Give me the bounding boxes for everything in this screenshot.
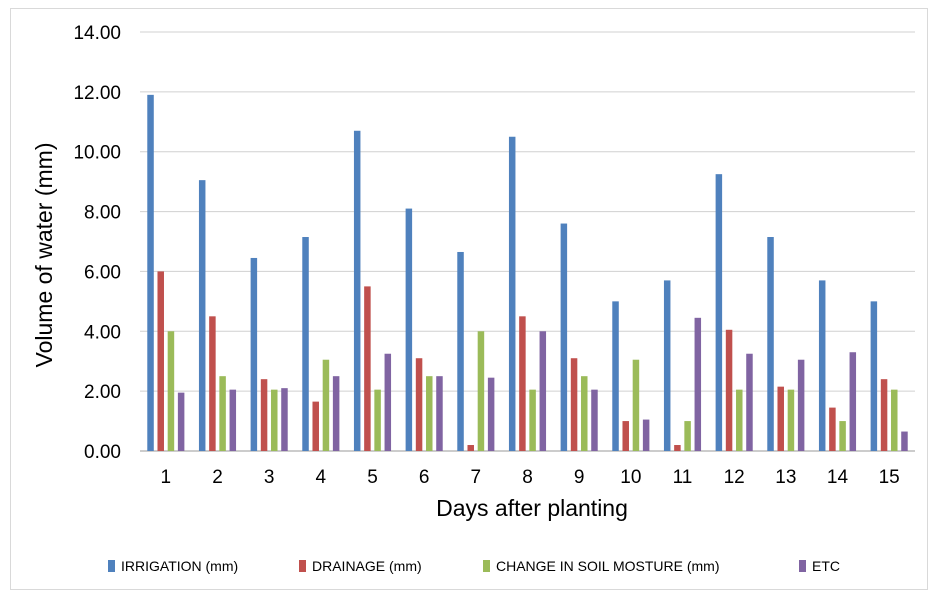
bar-1-6 <box>405 208 413 451</box>
bar-3-7 <box>477 331 485 451</box>
bar-3-15 <box>891 389 898 451</box>
legend-swatch <box>483 560 490 572</box>
bar-2-9 <box>570 358 578 451</box>
bar-4-8 <box>539 331 547 451</box>
bar-4-15 <box>901 431 908 451</box>
bar-4-6 <box>436 376 443 451</box>
bar-2-11 <box>674 445 681 451</box>
bar-3-3 <box>271 389 278 451</box>
bar-3-14 <box>839 421 846 451</box>
x-tick-label: 14 <box>827 467 849 488</box>
bar-4-1 <box>177 392 185 451</box>
y-tick-label: 6.00 <box>84 262 121 283</box>
legend-swatch <box>799 560 806 572</box>
bar-1-5 <box>353 130 361 451</box>
bar-4-2 <box>229 389 237 451</box>
bar-2-7 <box>467 445 474 451</box>
x-axis-title: Days after planting <box>436 495 628 521</box>
y-axis-title: Volume of water (mm) <box>31 143 57 368</box>
bar-1-8 <box>508 136 516 451</box>
legend: IRRIGATION (mm) DRAINAGE (mm) CHANGE IN SO… <box>108 558 840 574</box>
x-tick-label: 13 <box>775 467 796 488</box>
bar-4-14 <box>849 352 857 451</box>
bar-1-7 <box>457 251 464 451</box>
legend-label: DRAINAGE (mm) <box>312 558 422 574</box>
bar-4-7 <box>487 377 495 451</box>
legend-swatch <box>299 560 306 572</box>
x-tick-label: 6 <box>419 467 430 488</box>
bar-1-1 <box>147 94 154 451</box>
bar-3-4 <box>322 359 330 451</box>
x-tick-label: 5 <box>367 467 378 488</box>
bar-4-13 <box>797 359 805 451</box>
x-tick-label: 10 <box>620 467 641 488</box>
bar-4-9 <box>591 389 598 451</box>
bar-2-3 <box>260 379 268 451</box>
y-tick-label: 14.00 <box>73 23 121 44</box>
bar-1-9 <box>560 223 568 451</box>
x-tick-labels: 1 2 3 4 5 6 7 8 9 10 11 12 13 14 15 <box>161 467 900 488</box>
y-tick-label: 10.00 <box>73 143 121 164</box>
bar-2-1 <box>157 271 164 451</box>
legend-label: IRRIGATION (mm) <box>121 558 238 574</box>
bar-1-4 <box>302 237 309 451</box>
bar-2-2 <box>209 316 216 451</box>
bar-4-5 <box>384 353 392 451</box>
bar-4-3 <box>281 388 288 451</box>
bar-1-14 <box>818 280 826 451</box>
legend-label: ETC <box>812 558 840 574</box>
bar-4-4 <box>332 376 340 451</box>
x-tick-label: 3 <box>264 467 275 488</box>
bar-3-9 <box>581 376 588 451</box>
bar-3-5 <box>374 389 381 451</box>
y-tick-label: 12.00 <box>73 83 121 104</box>
bars <box>147 94 908 452</box>
bar-3-6 <box>426 376 433 451</box>
x-tick-label: 12 <box>724 467 745 488</box>
bar-3-12 <box>736 389 743 451</box>
bar-2-4 <box>312 401 319 451</box>
bar-1-10 <box>612 301 619 451</box>
bar-1-12 <box>715 174 723 452</box>
bar-3-11 <box>684 421 691 451</box>
bar-3-1 <box>167 331 175 451</box>
x-tick-label: 7 <box>471 467 482 488</box>
bar-2-12 <box>725 329 733 451</box>
bar-2-15 <box>880 379 888 451</box>
bar-1-13 <box>767 237 774 451</box>
x-tick-label: 11 <box>673 467 693 488</box>
x-tick-label: 9 <box>574 467 585 488</box>
bar-3-8 <box>529 389 536 451</box>
bar-2-14 <box>829 407 836 451</box>
bar-1-2 <box>198 180 206 451</box>
bar-1-15 <box>870 301 878 451</box>
x-tick-label: 15 <box>879 467 900 488</box>
y-tick-label: 0.00 <box>84 442 121 463</box>
y-tick-label: 8.00 <box>84 203 121 224</box>
bar-3-13 <box>787 389 795 451</box>
x-tick-label: 2 <box>212 467 223 488</box>
bar-4-12 <box>746 353 753 451</box>
bar-3-10 <box>632 359 640 451</box>
bar-1-3 <box>250 257 258 451</box>
legend-swatch <box>108 560 115 572</box>
bar-4-11 <box>694 317 702 451</box>
bar-2-6 <box>415 358 423 451</box>
x-tick-label: 4 <box>316 467 327 488</box>
x-tick-label: 1 <box>161 467 172 488</box>
bar-2-8 <box>519 316 526 451</box>
y-tick-label: 2.00 <box>84 382 121 403</box>
gridlines <box>140 31 915 452</box>
y-tick-labels: 0.00 2.00 4.00 6.00 8.00 10.00 12.00 14.00 <box>73 23 121 463</box>
bar-2-10 <box>622 421 629 451</box>
y-tick-label: 4.00 <box>84 322 121 343</box>
bar-2-13 <box>777 386 784 451</box>
legend-label: CHANGE IN SOIL MOSTURE (mm) <box>496 558 720 574</box>
bar-1-11 <box>663 280 671 451</box>
bar-2-5 <box>364 286 371 451</box>
bar-4-10 <box>642 419 650 451</box>
x-tick-label: 8 <box>522 467 533 488</box>
bar-3-2 <box>219 376 226 451</box>
